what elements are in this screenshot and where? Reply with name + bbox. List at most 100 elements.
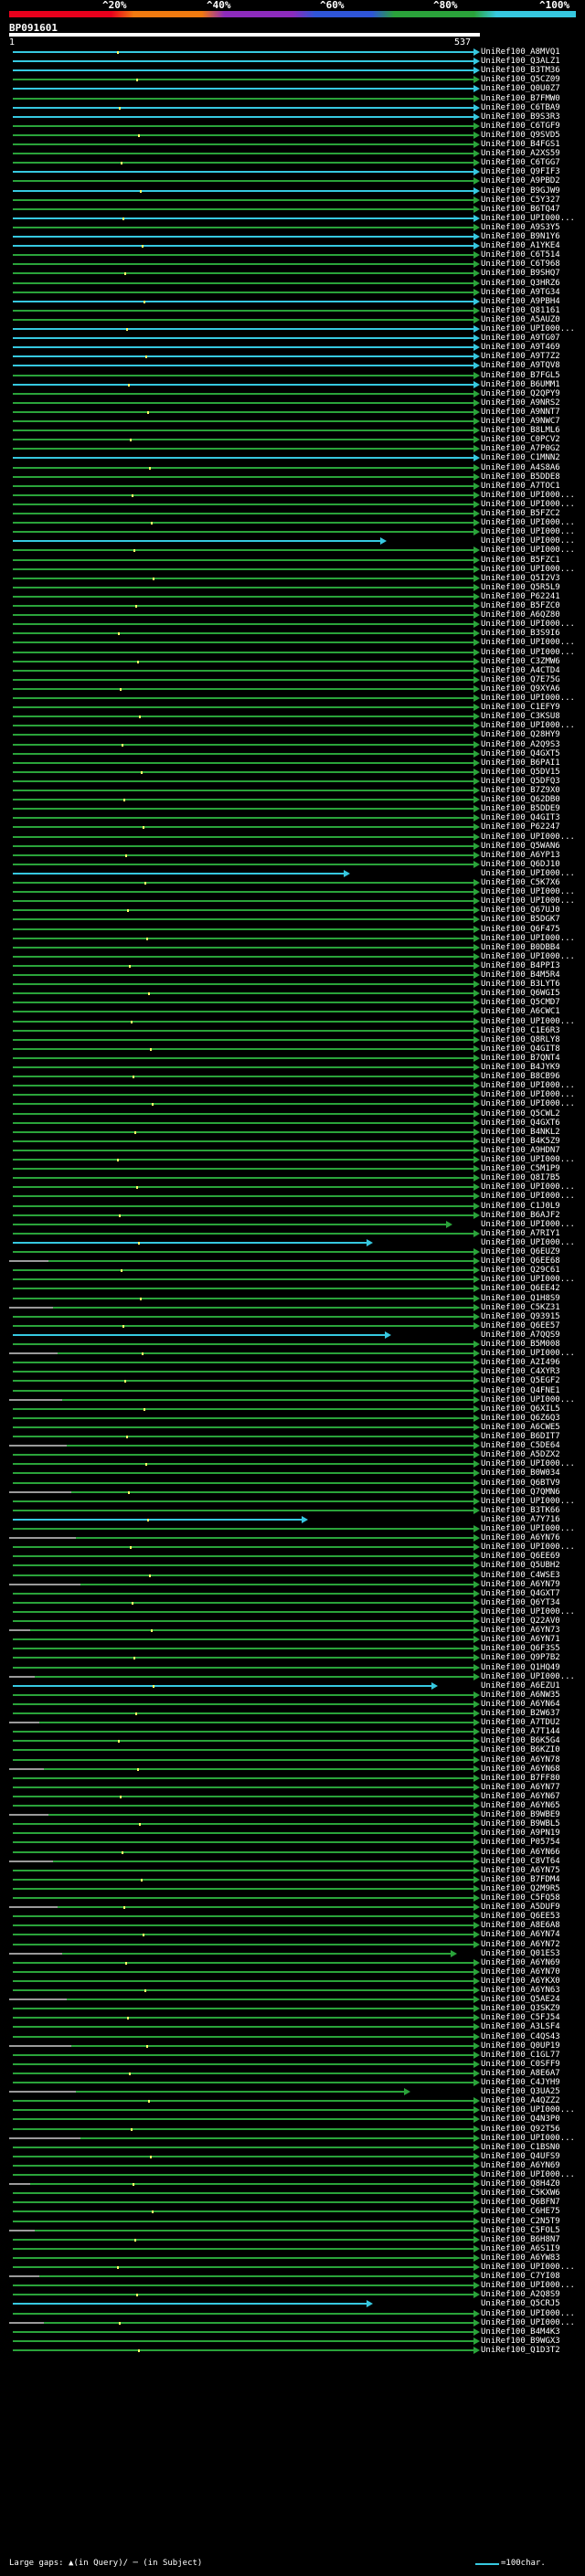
hit-row[interactable]: UniRef100_B9WGX3 [0, 2337, 585, 2347]
hit-label[interactable]: UniRef100_UPI000... [481, 1671, 575, 1681]
hit-label[interactable]: UniRef100_A6EZU1 [481, 1680, 560, 1691]
hit-row[interactable]: UniRef100_C6TGF9 [0, 122, 585, 132]
hit-row[interactable]: UniRef100_A8E6A7 [0, 2069, 585, 2079]
hit-row[interactable]: UniRef100_A6YN76 [0, 1533, 585, 1543]
hit-label[interactable]: UniRef100_UPI000... [481, 1237, 575, 1247]
hit-row[interactable]: UniRef100_C4XYR3 [0, 1367, 585, 1377]
hit-label[interactable]: UniRef100_A6QZ80 [481, 610, 560, 620]
hit-row[interactable]: UniRef100_Q5DFQ3 [0, 777, 585, 787]
hit-label[interactable]: UniRef100_Q5CRJ5 [481, 2299, 560, 2309]
hit-row[interactable]: UniRef100_A6YN73 [0, 1626, 585, 1636]
hit-row[interactable]: UniRef100_UPI000... [0, 324, 585, 334]
hit-label[interactable]: UniRef100_A7Y716 [481, 1514, 560, 1524]
hit-row[interactable]: UniRef100_Q6Z6Q3 [0, 1414, 585, 1424]
hit-row[interactable]: UniRef100_B6AJF2 [0, 1211, 585, 1221]
hit-row[interactable]: UniRef100_A9HDN7 [0, 1146, 585, 1156]
hit-label[interactable]: UniRef100_A7TDU2 [481, 1718, 560, 1728]
hit-label[interactable]: UniRef100_A6YN66 [481, 1847, 560, 1857]
hit-row[interactable]: UniRef100_Q0UP19 [0, 2041, 585, 2051]
hit-label[interactable]: UniRef100_Q8RLY8 [481, 1034, 560, 1044]
hit-label[interactable]: UniRef100_Q6EE68 [481, 1256, 560, 1267]
hit-label[interactable]: UniRef100_A4QZZ2 [481, 2096, 560, 2106]
hit-label[interactable]: UniRef100_B5DDE9 [481, 804, 560, 814]
hit-label[interactable]: UniRef100_Q0UP19 [481, 2041, 560, 2051]
hit-row[interactable]: UniRef100_A5AUZ0 [0, 315, 585, 325]
hit-label[interactable]: UniRef100_C4QS43 [481, 2031, 560, 2041]
hit-row[interactable]: UniRef100_Q6EE57 [0, 1321, 585, 1331]
hit-row[interactable]: UniRef100_B3LYT6 [0, 980, 585, 990]
hit-row[interactable]: UniRef100_P05754 [0, 1838, 585, 1848]
hit-row[interactable]: UniRef100_UPI000... [0, 1672, 585, 1682]
hit-row[interactable]: UniRef100_UPI000... [0, 536, 585, 546]
hit-row[interactable]: UniRef100_B3S9I6 [0, 629, 585, 639]
hit-label[interactable]: UniRef100_B9N1Y6 [481, 232, 560, 241]
hit-label[interactable]: UniRef100_Q3UA25 [481, 2087, 560, 2097]
hit-label[interactable]: UniRef100_B9WGX3 [481, 2336, 560, 2346]
hit-row[interactable]: UniRef100_Q3UA25 [0, 2087, 585, 2097]
hit-label[interactable]: UniRef100_C6TGF9 [481, 121, 560, 131]
hit-label[interactable]: UniRef100_A9PN19 [481, 1829, 560, 1839]
hit-row[interactable]: UniRef100_UPI000... [0, 2318, 585, 2328]
hit-row[interactable]: UniRef100_A6NW35 [0, 1691, 585, 1701]
hit-label[interactable]: UniRef100_Q1H8S9 [481, 1293, 560, 1303]
hit-label[interactable]: UniRef100_UPI000... [481, 527, 575, 537]
hit-row[interactable]: UniRef100_A6YN71 [0, 1635, 585, 1645]
hit-row[interactable]: UniRef100_C5M1P9 [0, 1164, 585, 1174]
hit-row[interactable]: UniRef100_Q5I2V3 [0, 574, 585, 584]
hit-row[interactable]: UniRef100_UPI000... [0, 1349, 585, 1359]
hit-row[interactable]: UniRef100_Q7QMN6 [0, 1488, 585, 1498]
hit-row[interactable]: UniRef100_UPI000... [0, 1155, 585, 1165]
hit-label[interactable]: UniRef100_C1GL77 [481, 2050, 560, 2060]
hit-row[interactable]: UniRef100_A7RIY1 [0, 1229, 585, 1239]
hit-label[interactable]: UniRef100_UPI000... [481, 1099, 575, 1109]
hit-row[interactable]: UniRef100_UPI000... [0, 1182, 585, 1193]
hit-row[interactable]: UniRef100_B4PPI3 [0, 961, 585, 971]
hit-label[interactable]: UniRef100_Q62DB0 [481, 795, 560, 805]
hit-row[interactable]: UniRef100_Q28HY9 [0, 730, 585, 740]
hit-label[interactable]: UniRef100_Q92T56 [481, 2124, 560, 2134]
hit-label[interactable]: UniRef100_A7TOC1 [481, 481, 560, 491]
hit-label[interactable]: UniRef100_Q5R5L9 [481, 582, 560, 592]
hit-row[interactable]: UniRef100_Q6WGI5 [0, 989, 585, 999]
hit-label[interactable]: UniRef100_B7QNT4 [481, 1053, 560, 1063]
hit-label[interactable]: UniRef100_UPI000... [481, 694, 575, 703]
hit-label[interactable]: UniRef100_Q6BFN7 [481, 2198, 560, 2208]
hit-label[interactable]: UniRef100_Q6YT34 [481, 1597, 560, 1607]
hit-row[interactable]: UniRef100_A5DUF9 [0, 1903, 585, 1913]
hit-label[interactable]: UniRef100_UPI000... [481, 721, 575, 731]
hit-row[interactable]: UniRef100_A6YN64 [0, 1700, 585, 1710]
hit-label[interactable]: UniRef100_B5M008 [481, 1340, 560, 1349]
hit-row[interactable]: UniRef100_A6YN72 [0, 1940, 585, 1950]
hit-label[interactable]: UniRef100_A6S1I9 [481, 2243, 560, 2253]
hit-label[interactable]: UniRef100_C5KXW6 [481, 2189, 560, 2199]
hit-label[interactable]: UniRef100_Q93915 [481, 1311, 560, 1321]
hit-row[interactable]: UniRef100_A5DZX2 [0, 1450, 585, 1460]
hit-label[interactable]: UniRef100_A6YN74 [481, 1930, 560, 1940]
hit-label[interactable]: UniRef100_Q3ALZ1 [481, 57, 560, 67]
hit-row[interactable]: UniRef100_B6DIT7 [0, 1432, 585, 1442]
hit-row[interactable]: UniRef100_A7T144 [0, 1727, 585, 1737]
hit-row[interactable]: UniRef100_UPI000... [0, 1081, 585, 1091]
hit-label[interactable]: UniRef100_Q01ES3 [481, 1948, 560, 1958]
hit-label[interactable]: UniRef100_UPI000... [481, 2281, 575, 2291]
hit-row[interactable]: UniRef100_Q5CRJ5 [0, 2299, 585, 2309]
hit-label[interactable]: UniRef100_B8LML6 [481, 426, 560, 436]
hit-label[interactable]: UniRef100_A6YN77 [481, 1782, 560, 1792]
hit-row[interactable]: UniRef100_C5FOL5 [0, 2226, 585, 2236]
hit-row[interactable]: UniRef100_UPI000... [0, 1607, 585, 1617]
hit-row[interactable]: UniRef100_Q4GXT6 [0, 1118, 585, 1129]
hit-label[interactable]: UniRef100_UPI000... [481, 887, 575, 897]
hit-row[interactable]: UniRef100_A6YN69 [0, 2161, 585, 2171]
hit-label[interactable]: UniRef100_B4JYK9 [481, 1063, 560, 1072]
hit-row[interactable]: UniRef100_B3TM36 [0, 66, 585, 76]
hit-label[interactable]: UniRef100_Q9FIF3 [481, 167, 560, 177]
hit-row[interactable]: UniRef100_A9TQV8 [0, 361, 585, 371]
hit-row[interactable]: UniRef100_A1YKE4 [0, 241, 585, 251]
hit-label[interactable]: UniRef100_Q1D3T2 [481, 2345, 560, 2355]
hit-label[interactable]: UniRef100_A7P0G2 [481, 444, 560, 454]
hit-row[interactable]: UniRef100_Q6XIL5 [0, 1405, 585, 1415]
hit-label[interactable]: UniRef100_Q2QPY9 [481, 388, 560, 398]
hit-row[interactable]: UniRef100_Q92T56 [0, 2125, 585, 2135]
hit-label[interactable]: UniRef100_UPI000... [481, 213, 575, 223]
hit-row[interactable]: UniRef100_A9TG07 [0, 334, 585, 344]
